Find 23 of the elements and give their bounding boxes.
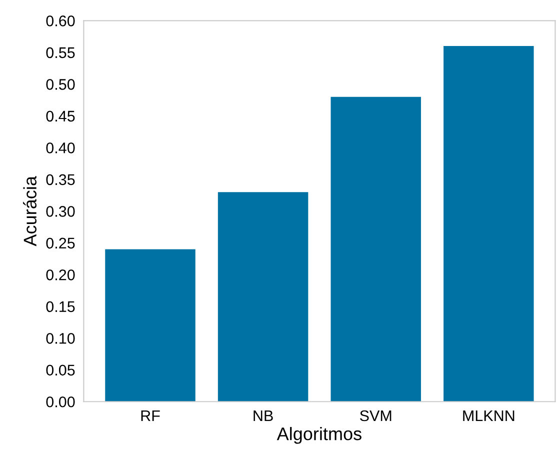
- y-tick-label: 0.25: [46, 238, 75, 249]
- bar: [105, 249, 196, 402]
- y-tick-label: 0.10: [46, 333, 75, 344]
- x-tick-label: MLKNN: [463, 410, 514, 422]
- y-tick-label: 0.55: [46, 47, 75, 58]
- x-axis-title: Algoritmos: [276, 426, 362, 444]
- x-tick-label: NB: [254, 410, 273, 422]
- y-tick-label: 0.35: [46, 174, 75, 186]
- y-tick-label: 0.15: [46, 301, 75, 312]
- x-tick-label: RF: [141, 410, 160, 422]
- y-tick-label: 0.45: [46, 110, 75, 122]
- y-tick-label: 0.40: [46, 142, 75, 154]
- y-tick-label: 0.50: [46, 79, 75, 90]
- y-axis-title: Acurácia: [23, 176, 37, 246]
- bar: [444, 46, 534, 402]
- y-tick-label: 0.30: [46, 206, 75, 217]
- y-tick-label: 0.05: [46, 364, 75, 376]
- bar: [330, 96, 421, 402]
- y-tick-label: 0.20: [46, 270, 75, 280]
- y-tick-label: 0.00: [46, 396, 75, 408]
- y-tick-label: 0.60: [46, 16, 75, 26]
- bar: [218, 192, 308, 402]
- x-tick-label: SVM: [360, 410, 392, 422]
